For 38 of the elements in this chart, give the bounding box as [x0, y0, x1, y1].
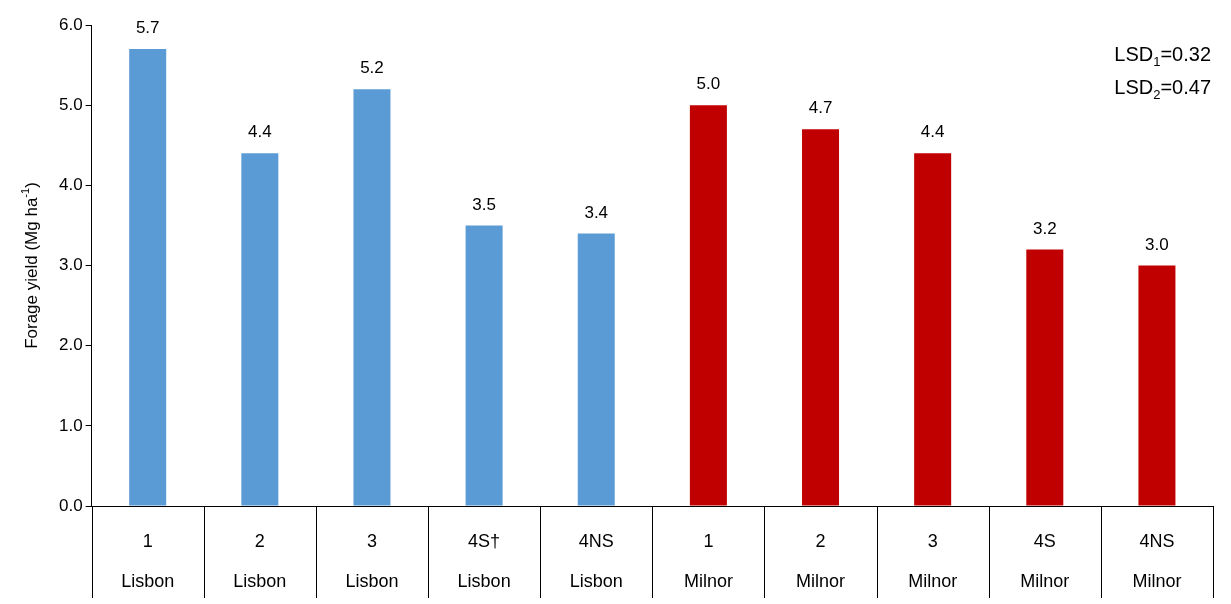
data-label: 5.2 — [360, 58, 384, 78]
data-label: 3.5 — [472, 194, 496, 214]
data-label: 5.7 — [135, 18, 160, 38]
bar — [577, 233, 615, 506]
y-tick-label: 5.0 — [58, 94, 83, 114]
y-axis-title: Forage yield (Mg ha-1) — [19, 182, 41, 349]
data-label: 3.4 — [584, 202, 609, 222]
y-tick-label: 6.0 — [58, 14, 83, 34]
x-tick-label: 1 Lisbon — [121, 530, 175, 591]
bar — [1138, 265, 1176, 506]
data-label: 3.0 — [1145, 234, 1169, 254]
bar — [353, 89, 391, 506]
bar — [914, 153, 952, 506]
y-tick-label: 3.0 — [58, 255, 83, 275]
bar — [802, 129, 840, 506]
y-tick-label: 1.0 — [58, 415, 83, 435]
x-tick-label: 3 Milnor — [908, 530, 958, 591]
y-tick-label: 2.0 — [58, 335, 83, 355]
bar — [241, 153, 279, 506]
bar — [129, 49, 167, 506]
x-tick-label: 2 Lisbon — [233, 530, 287, 591]
x-tick-label: 2 Milnor — [796, 530, 846, 591]
x-tick-label: 4S† Lisbon — [457, 530, 511, 591]
x-tick-label: 4S Milnor — [1020, 530, 1070, 591]
data-label: 4.7 — [808, 98, 833, 118]
bar — [465, 225, 503, 506]
x-tick-label: 1 Milnor — [683, 530, 733, 591]
data-label: 4.4 — [920, 122, 945, 142]
x-tick-label: 3 Lisbon — [345, 530, 399, 591]
y-tick-label: 4.0 — [58, 175, 83, 195]
x-tick-label: 4NS Milnor — [1132, 530, 1182, 591]
data-label: 3.2 — [1032, 218, 1057, 238]
data-label: 5.0 — [696, 74, 721, 94]
y-tick-label: 0.0 — [58, 495, 83, 515]
data-label: 4.4 — [248, 122, 272, 142]
bar — [1026, 249, 1064, 506]
x-tick-label: 4NS Lisbon — [569, 530, 623, 591]
bar — [689, 105, 727, 506]
